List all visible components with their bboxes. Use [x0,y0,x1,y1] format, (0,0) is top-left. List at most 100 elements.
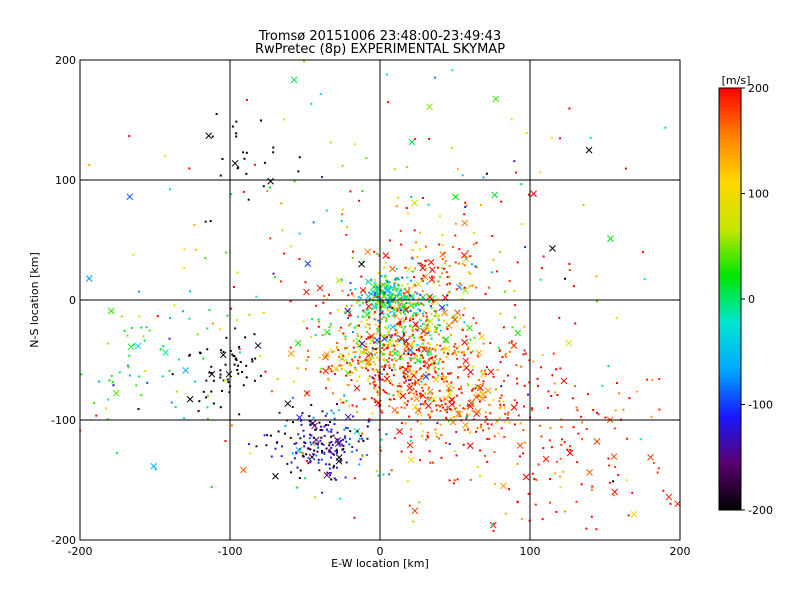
dot-point [403,319,406,322]
dot-point [437,404,440,407]
dot-point [344,347,347,350]
cross-point [442,395,450,403]
dot-point [362,310,365,313]
dot-point [407,392,410,395]
y-tick-label: 200 [55,54,76,67]
dot-point [389,285,392,288]
dot-point [205,396,208,399]
dot-point [384,282,387,285]
dot-point [310,102,313,105]
dot-point [442,375,445,378]
dot-point [449,399,452,402]
dot-point [484,396,487,399]
dot-point [316,442,319,445]
dot-point [338,329,341,332]
dot-point [504,353,507,356]
dot-point [175,390,178,393]
dot-point [424,312,427,315]
dot-point [499,361,502,364]
dot-point [472,405,475,408]
cross-point [455,410,462,418]
dot-point [385,73,388,76]
dot-point [344,437,347,440]
dot-point [428,399,431,402]
dot-point [206,406,209,409]
dot-point [447,352,450,355]
dot-point [596,300,599,303]
dot-point [95,414,98,417]
dot-point [427,358,430,361]
dot-point [391,306,394,309]
dot-point [406,276,409,279]
dot-point [452,352,455,355]
dot-point [227,381,230,384]
dot-point [328,379,331,382]
dot-point [323,434,326,437]
cross-point [225,370,233,378]
dot-point [504,290,507,293]
dot-point [416,381,419,384]
dot-point [374,401,377,404]
cross-point [425,402,432,410]
dot-point [347,317,350,320]
dot-point [409,317,412,320]
dot-point [411,335,414,338]
cross-point [272,472,279,480]
cross-point [353,384,361,392]
dot-point [384,293,387,296]
dot-point [421,312,424,315]
dot-point [441,272,444,275]
dot-point [376,327,379,330]
dot-point [453,479,456,482]
dot-point [396,287,399,290]
dot-point [402,309,405,312]
dot-point [366,318,369,321]
dot-point [380,306,383,309]
cross-point [397,299,404,307]
dot-point [236,271,239,274]
dot-point [206,327,209,330]
dot-point [412,520,415,523]
dot-point [324,424,327,427]
dot-point [448,372,451,375]
dot-point [330,435,333,438]
dot-point [146,381,149,384]
dot-point [400,422,403,425]
dot-point [474,430,477,433]
dot-point [458,248,461,251]
dot-point [302,429,305,432]
dot-point [393,344,396,347]
dot-point [301,454,304,457]
dot-point [426,431,429,434]
dot-point [411,343,414,346]
dot-point [451,397,454,400]
dot-point [416,313,419,316]
dot-point [585,428,588,431]
dot-point [322,355,325,358]
dot-point [477,395,480,398]
dot-point [430,410,433,413]
dot-point [219,406,222,409]
dot-point [447,372,450,375]
dot-point [504,412,507,415]
dot-point [433,315,436,318]
dot-point [349,190,352,193]
dot-point [416,256,419,259]
dot-point [364,398,367,401]
dot-point [300,423,303,426]
dot-point [441,267,444,270]
dot-point [335,448,338,451]
dot-point [466,382,469,385]
dot-point [646,378,649,381]
dot-point [329,421,332,424]
dot-point [327,424,330,427]
dot-point [383,365,386,368]
dot-point [413,352,416,355]
cross-point [406,384,414,392]
dot-point [108,379,111,382]
dot-point [373,341,376,344]
dot-point [607,365,610,368]
dot-point [404,331,407,334]
dot-point [307,355,310,358]
